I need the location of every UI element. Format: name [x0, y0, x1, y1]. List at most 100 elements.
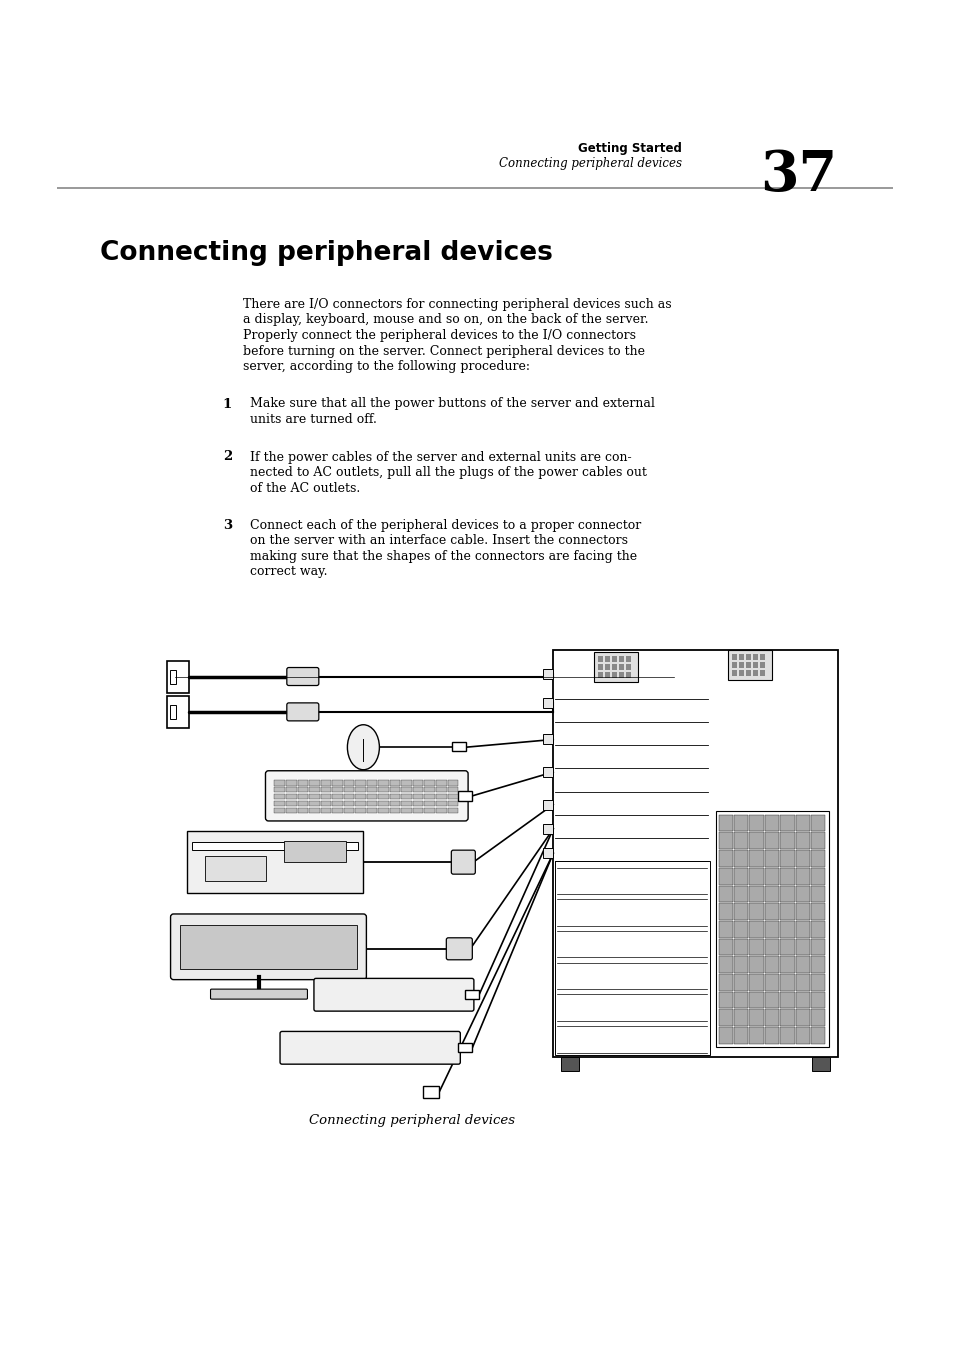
Bar	[780, 867, 794, 885]
Bar	[366, 808, 377, 813]
Bar	[297, 781, 308, 785]
Bar	[810, 867, 824, 885]
FancyBboxPatch shape	[287, 703, 318, 721]
Bar	[286, 801, 296, 807]
Bar	[733, 939, 747, 955]
Bar	[320, 781, 331, 785]
Bar	[542, 824, 553, 834]
Bar	[780, 939, 794, 955]
Bar	[780, 974, 794, 990]
Bar	[390, 794, 400, 800]
Bar	[718, 815, 732, 831]
Bar	[604, 663, 609, 670]
Bar	[447, 794, 457, 800]
Bar	[343, 794, 354, 800]
Bar	[718, 867, 732, 885]
Bar	[731, 654, 736, 661]
Bar	[764, 850, 779, 867]
Text: nected to AC outlets, pull all the plugs of the power cables out: nected to AC outlets, pull all the plugs…	[250, 466, 646, 480]
Bar	[413, 801, 423, 807]
Bar	[764, 815, 779, 831]
Bar	[542, 767, 553, 777]
Bar	[332, 794, 342, 800]
Bar	[749, 850, 763, 867]
Bar	[718, 992, 732, 1008]
Bar	[343, 781, 354, 785]
Bar	[733, 974, 747, 990]
Bar	[718, 904, 732, 920]
Bar	[274, 808, 285, 813]
Bar	[780, 850, 794, 867]
Bar	[780, 815, 794, 831]
Text: of the AC outlets.: of the AC outlets.	[250, 481, 360, 494]
Bar	[447, 781, 457, 785]
Text: on the server with an interface cable. Insert the connectors: on the server with an interface cable. I…	[250, 535, 627, 547]
Bar	[286, 788, 296, 793]
Bar	[436, 808, 446, 813]
Bar	[810, 957, 824, 973]
Bar	[718, 1009, 732, 1025]
Bar	[560, 1056, 578, 1070]
Bar	[355, 794, 365, 800]
Bar	[745, 662, 750, 667]
Bar	[780, 1027, 794, 1043]
Bar	[366, 781, 377, 785]
Text: units are turned off.: units are turned off.	[250, 413, 376, 426]
Bar	[286, 794, 296, 800]
Bar	[795, 832, 809, 850]
Bar	[179, 925, 357, 969]
Bar	[810, 992, 824, 1008]
FancyBboxPatch shape	[451, 850, 475, 874]
FancyBboxPatch shape	[211, 989, 307, 1000]
Bar	[810, 1027, 824, 1043]
Bar	[795, 957, 809, 973]
Bar	[170, 670, 175, 684]
Bar	[457, 790, 472, 801]
Bar	[423, 1086, 438, 1098]
Bar	[795, 867, 809, 885]
Bar	[343, 808, 354, 813]
Bar	[795, 974, 809, 990]
Bar	[390, 801, 400, 807]
Bar	[447, 788, 457, 793]
Bar	[733, 885, 747, 902]
Bar	[738, 654, 743, 661]
Bar	[401, 781, 412, 785]
Bar	[320, 801, 331, 807]
Bar	[764, 885, 779, 902]
Bar	[810, 921, 824, 938]
Text: server, according to the following procedure:: server, according to the following proce…	[243, 359, 530, 373]
Bar	[780, 921, 794, 938]
Bar	[424, 781, 435, 785]
Bar	[749, 992, 763, 1008]
Bar	[749, 939, 763, 955]
Bar	[401, 794, 412, 800]
Text: Properly connect the peripheral devices to the I/O connectors: Properly connect the peripheral devices …	[243, 330, 636, 342]
Bar	[205, 857, 266, 881]
Bar	[764, 832, 779, 850]
Text: If the power cables of the server and external units are con-: If the power cables of the server and ex…	[250, 450, 631, 463]
Bar	[718, 939, 732, 955]
Bar	[795, 1027, 809, 1043]
Bar	[401, 808, 412, 813]
Bar	[733, 921, 747, 938]
Text: Connecting peripheral devices: Connecting peripheral devices	[100, 240, 553, 266]
Bar	[810, 1009, 824, 1025]
Bar	[424, 801, 435, 807]
Bar	[390, 808, 400, 813]
Bar	[274, 794, 285, 800]
Bar	[378, 794, 389, 800]
Bar	[343, 801, 354, 807]
Bar	[810, 815, 824, 831]
Bar	[718, 974, 732, 990]
Bar	[795, 850, 809, 867]
Bar	[167, 696, 189, 728]
Bar	[378, 808, 389, 813]
Bar	[366, 788, 377, 793]
Bar	[625, 671, 630, 678]
Text: making sure that the shapes of the connectors are facing the: making sure that the shapes of the conne…	[250, 550, 637, 563]
Text: Make sure that all the power buttons of the server and external: Make sure that all the power buttons of …	[250, 397, 654, 411]
Bar	[542, 848, 553, 858]
Bar	[366, 794, 377, 800]
Bar	[780, 1009, 794, 1025]
